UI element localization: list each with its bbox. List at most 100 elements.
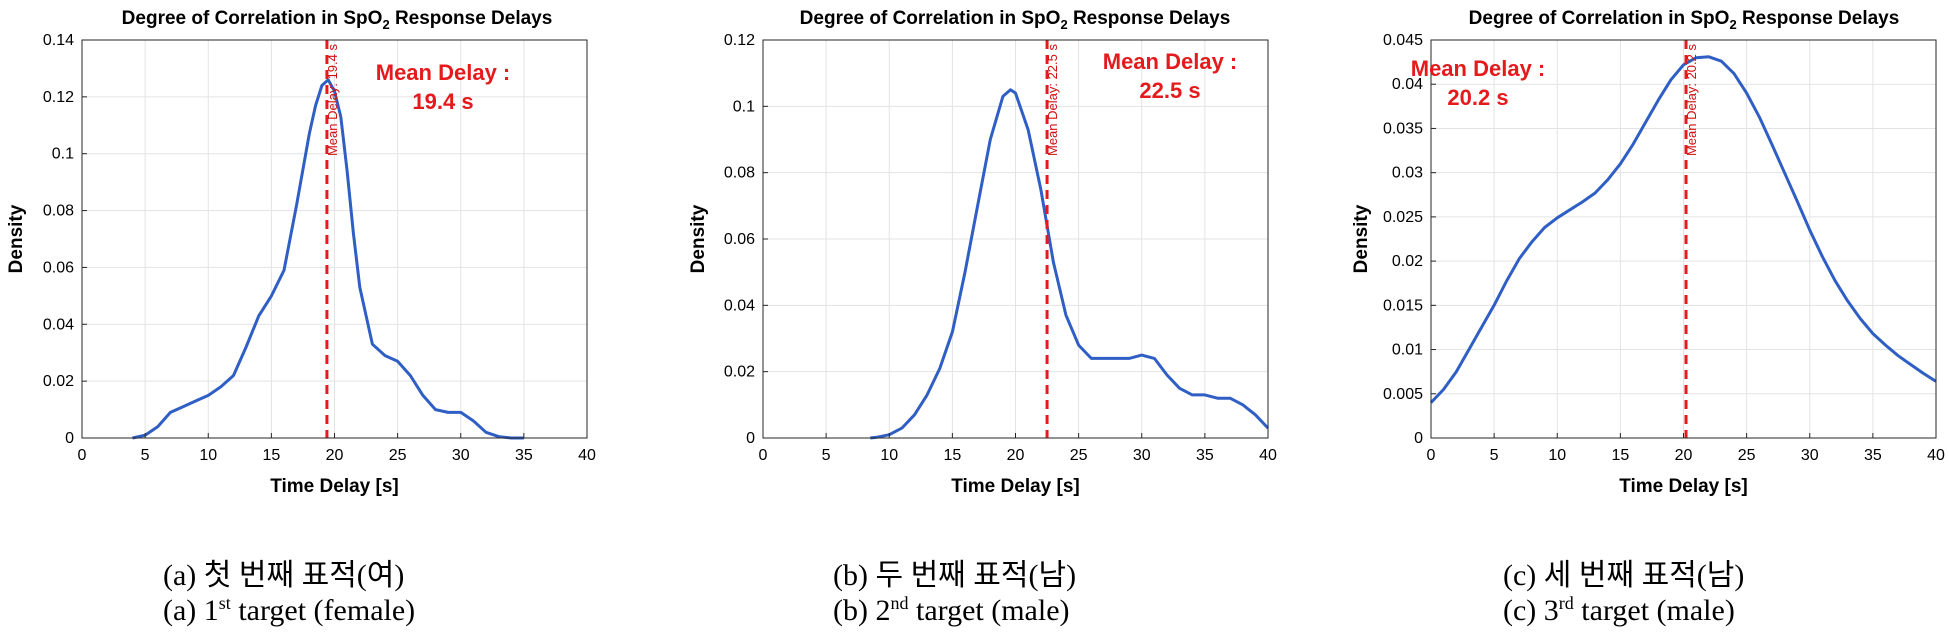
caption-b-english-prefix: (b) 2 (833, 594, 891, 627)
y-tick-label: 0.08 (724, 165, 755, 182)
chart-panel-b: Mean Delay: 22.5 s 0 5 10 15 20 25 30 35 40 0 0.02 0… (688, 8, 1277, 497)
y-tick-label: 0.015 (1383, 297, 1423, 314)
x-tick-label: 25 (1070, 447, 1088, 464)
y-axis-label: Density (6, 204, 27, 273)
caption-c-english-sup: rd (1558, 593, 1574, 613)
y-tick-label: 0.1 (733, 98, 755, 115)
y-tick-label: 0.12 (43, 89, 74, 106)
chart-title-suffix: Response Delays (1737, 8, 1900, 29)
caption-c-korean: (c) 세 번째 표적(남) (1503, 559, 1745, 592)
mean-delay-line-label: Mean Delay: 22.5 s (1045, 44, 1060, 157)
x-tick-label: 0 (759, 447, 768, 464)
mean-delay-callout-line2: 19.4 s (412, 89, 473, 114)
x-tick-label: 5 (141, 447, 150, 464)
chart-title-subscript: 2 (1060, 17, 1067, 32)
x-tick-label: 25 (389, 447, 407, 464)
y-tick-label: 0.14 (43, 32, 74, 49)
x-tick-label: 5 (822, 447, 831, 464)
y-tick-label: 0.06 (43, 259, 74, 276)
mean-delay-callout-line2: 22.5 s (1139, 78, 1200, 103)
density-curve (1429, 55, 1937, 404)
y-tick-label: 0 (746, 430, 755, 447)
y-axis-label: Density (1351, 204, 1372, 273)
x-tick-label: 40 (1259, 447, 1277, 464)
x-tick-label: 15 (1611, 447, 1629, 464)
y-tick-label: 0.02 (724, 364, 755, 381)
y-tick-label: 0.04 (43, 316, 74, 333)
chart-title-subscript: 2 (382, 17, 389, 32)
chart-panel-a: Mean Delay: 19.4 s 0 5 10 15 20 25 30 35 40 0 0.02 0… (6, 8, 596, 497)
chart-title-main: Degree of Correlation in SpO (1469, 8, 1730, 29)
x-tick-label: 35 (1196, 447, 1214, 464)
caption-a-english: (a) 1st target (female) (163, 594, 415, 628)
y-tick-label: 0.1 (52, 146, 74, 163)
chart-title-main: Degree of Correlation in SpO (800, 8, 1061, 29)
y-tick-label: 0.06 (724, 231, 755, 248)
chart-title-suffix: Response Delays (1068, 8, 1231, 29)
x-tick-label: 10 (199, 447, 217, 464)
x-tick-label: 5 (1490, 447, 1499, 464)
mean-delay-line-label: Mean Delay: 19.4 s (325, 44, 340, 157)
y-tick-label: 0.02 (43, 373, 74, 390)
x-tick-label: 0 (78, 447, 87, 464)
caption-b-english-sup: nd (890, 593, 909, 613)
chart-title-subscript: 2 (1729, 17, 1736, 32)
y-tick-label: 0.02 (1392, 253, 1423, 270)
x-tick-label: 40 (1927, 447, 1945, 464)
x-tick-label: 25 (1738, 447, 1756, 464)
caption-b-korean: (b) 두 번째 표적(남) (833, 559, 1077, 592)
x-tick-label: 20 (1675, 447, 1693, 464)
x-tick-label: 15 (262, 447, 280, 464)
x-axis-label: Time Delay [s] (951, 476, 1079, 497)
y-tick-label: 0.005 (1383, 386, 1423, 403)
caption-a-english-sup: st (218, 593, 231, 613)
y-tick-label: 0 (65, 430, 74, 447)
y-tick-label: 0.045 (1383, 32, 1423, 49)
caption-c-english: (c) 3rd target (male) (1503, 594, 1735, 628)
y-tick-label: 0.08 (43, 203, 74, 220)
y-tick-label: 0 (1414, 430, 1423, 447)
density-curve (132, 78, 524, 440)
caption-b-english: (b) 2nd target (male) (833, 594, 1070, 628)
y-tick-label: 0.035 (1383, 120, 1423, 137)
mean-delay-line-label: Mean Delay: 20.2 s (1684, 44, 1699, 157)
y-axis-label: Density (688, 204, 709, 273)
x-tick-label: 40 (578, 447, 596, 464)
caption-c-english-suffix: target (male) (1573, 594, 1735, 627)
y-tick-label: 0.12 (724, 32, 755, 49)
caption-a-korean: (a) 첫 번째 표적(여) (163, 559, 405, 592)
x-tick-label: 0 (1427, 447, 1436, 464)
x-tick-label: 10 (880, 447, 898, 464)
x-axis-label: Time Delay [s] (270, 476, 398, 497)
y-tick-label: 0.03 (1392, 165, 1423, 182)
mean-delay-callout-line1: Mean Delay : (376, 60, 511, 85)
chart-title: Degree of Correlation in SpO2 Response D… (122, 8, 553, 32)
mean-delay-callout-line2: 20.2 s (1447, 85, 1508, 110)
mean-delay-callout-line1: Mean Delay : (1103, 49, 1238, 74)
chart-title-suffix: Response Delays (390, 8, 553, 29)
x-tick-label: 30 (452, 447, 470, 464)
x-tick-label: 20 (326, 447, 344, 464)
y-tick-label: 0.025 (1383, 209, 1423, 226)
x-tick-label: 30 (1801, 447, 1819, 464)
density-curve (870, 88, 1270, 440)
caption-b-english-suffix: target (male) (908, 594, 1070, 627)
caption-a-english-prefix: (a) 1 (163, 594, 219, 627)
y-tick-label: 0.04 (724, 297, 755, 314)
caption-c-english-prefix: (c) 3 (1503, 594, 1559, 627)
mean-delay-callout-line1: Mean Delay : (1411, 56, 1546, 81)
chart-title: Degree of Correlation in SpO2 Response D… (1469, 8, 1900, 32)
chart-title-main: Degree of Correlation in SpO (122, 8, 383, 29)
chart-title: Degree of Correlation in SpO2 Response D… (800, 8, 1231, 32)
x-tick-label: 35 (1864, 447, 1882, 464)
y-tick-label: 0.01 (1392, 342, 1423, 359)
x-tick-label: 15 (943, 447, 961, 464)
y-tick-label: 0.04 (1392, 76, 1423, 93)
x-tick-label: 35 (515, 447, 533, 464)
x-tick-label: 20 (1007, 447, 1025, 464)
x-tick-label: 30 (1133, 447, 1151, 464)
x-tick-label: 10 (1548, 447, 1566, 464)
chart-panel-c: Mean Delay: 20.2 s 0 5 10 15 20 25 30 35 40 0 0.005… (1351, 8, 1945, 497)
caption-a-english-suffix: target (female) (230, 594, 416, 627)
x-axis-label: Time Delay [s] (1619, 476, 1747, 497)
